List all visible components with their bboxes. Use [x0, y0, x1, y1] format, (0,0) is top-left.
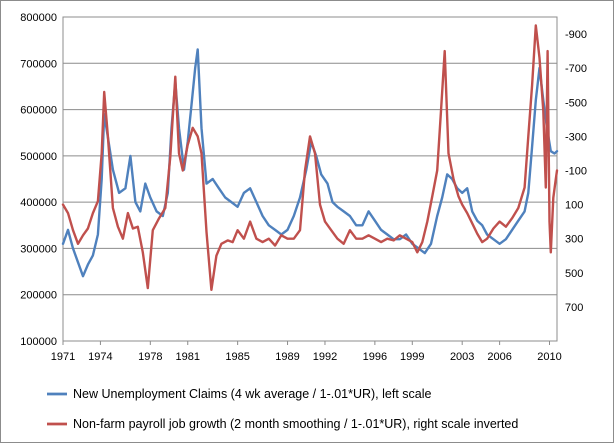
left-axis-ticks: 100000 200000 300000 400000 500000 600000 7000… [20, 12, 57, 348]
legend-label-payroll: Non-farm payroll job growth (2 month smo… [73, 417, 518, 431]
plot-area [62, 16, 558, 342]
left-tick-label: 500000 [20, 151, 57, 163]
gridlines [63, 62, 557, 296]
x-tick-label: 1989 [275, 351, 299, 363]
left-tick-label: 700000 [20, 58, 57, 70]
left-tick-label: 200000 [20, 290, 57, 302]
right-tick-label: -500 [565, 97, 587, 109]
left-tick-label: 800000 [20, 12, 57, 24]
legend-entry-payroll: Non-farm payroll job growth (2 month smo… [47, 417, 518, 431]
x-tick-label: 1974 [88, 351, 112, 363]
left-tick-label: 300000 [20, 243, 57, 255]
x-axis-ticks: 1971 1974 1978 1981 1985 1989 1992 1996 1999 2003… [51, 341, 562, 363]
right-tick-label: 700 [565, 302, 583, 314]
right-tick-label: 100 [565, 200, 583, 212]
x-tick-label: 1971 [51, 351, 75, 363]
x-tick-label: 1978 [138, 351, 162, 363]
legend-label-claims: New Unemployment Claims (4 wk average / … [73, 387, 432, 401]
x-tick-label: 1981 [176, 351, 200, 363]
left-tick-label: 400000 [20, 197, 57, 209]
x-tick-label: 1996 [363, 351, 387, 363]
left-tick-label: 100000 [20, 336, 57, 348]
series-line-payroll [61, 24, 559, 291]
right-tick-label: 300 [565, 234, 583, 246]
legend-entry-claims: New Unemployment Claims (4 wk average / … [47, 387, 432, 401]
left-tick-label: 600000 [20, 105, 57, 117]
x-tick-label: 1985 [225, 351, 249, 363]
x-tick-label: 2006 [487, 351, 511, 363]
x-tick-label: 1992 [313, 351, 337, 363]
x-tick-label: 2010 [537, 351, 561, 363]
legend: New Unemployment Claims (4 wk average / … [47, 387, 518, 431]
right-tick-label: -900 [565, 29, 587, 41]
x-tick-label: 2003 [450, 351, 474, 363]
series-lines [61, 24, 559, 291]
right-tick-label: 500 [565, 268, 583, 280]
x-tick-label: 1999 [400, 351, 424, 363]
right-tick-label: -100 [565, 165, 587, 177]
right-axis-ticks: -900 -700 -500 -300 -100 100 300 500 700 [565, 29, 587, 314]
right-tick-label: -300 [565, 131, 587, 143]
right-tick-label: -700 [565, 63, 587, 75]
